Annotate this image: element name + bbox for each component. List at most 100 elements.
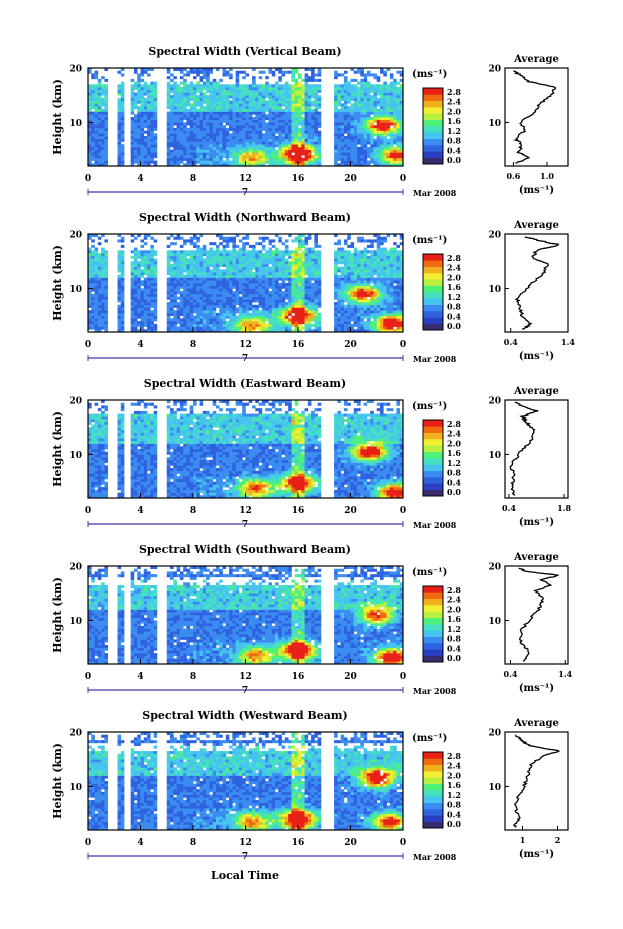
heatmap-cell	[373, 76, 378, 80]
heatmap-cell	[334, 285, 338, 289]
heatmap-cell	[222, 138, 227, 142]
heatmap-cell	[252, 100, 256, 104]
heatmap-cell	[176, 312, 181, 316]
heatmap-cell	[301, 274, 305, 278]
heatmap-cell	[353, 160, 358, 164]
heatmap-cell	[242, 296, 246, 300]
heatmap-cell	[360, 149, 364, 153]
heatmap-cell	[304, 253, 309, 257]
heatmap-cell	[350, 312, 355, 316]
heatmap-cell	[265, 250, 269, 254]
heatmap-cell	[170, 266, 174, 270]
heatmap-cell	[314, 144, 318, 148]
heatmap-cell	[386, 114, 391, 118]
heatmap-cell	[130, 106, 135, 110]
heatmap-cell	[150, 272, 154, 276]
heatmap-cell	[232, 95, 236, 99]
heatmap-cell	[252, 149, 256, 153]
heatmap-cell	[360, 288, 364, 292]
heatmap-cell	[307, 92, 312, 96]
heatmap-cell	[307, 87, 312, 91]
heatmap-cell	[337, 100, 341, 104]
heatmap-cell	[268, 114, 273, 118]
heatmap-cell	[366, 146, 371, 150]
heatmap-cell	[393, 138, 397, 142]
heatmap-cell	[97, 149, 102, 153]
heatmap-cell	[120, 97, 125, 101]
heatmap-cell	[88, 255, 92, 259]
heatmap-cell	[373, 108, 378, 112]
heatmap-cell	[363, 138, 368, 142]
heatmap-cell	[340, 296, 345, 300]
heatmap-cell	[238, 310, 243, 314]
heatmap-cell	[284, 312, 289, 316]
heatmap-cell	[261, 100, 266, 104]
heatmap-cell	[229, 76, 233, 80]
heatmap-cell	[337, 84, 341, 88]
heatmap-cell	[219, 106, 223, 110]
heatmap-cell	[176, 68, 181, 72]
heatmap-cell	[304, 160, 309, 164]
heatmap-cell	[291, 136, 296, 140]
heatmap-cell	[176, 302, 181, 306]
heatmap-cell	[209, 321, 213, 325]
heatmap-cell	[294, 296, 299, 300]
heatmap-cell	[137, 127, 141, 131]
heatmap-cell	[350, 329, 355, 333]
heatmap-cell	[117, 291, 122, 295]
heatmap-cell	[357, 108, 361, 112]
heatmap-cell	[284, 136, 289, 140]
heatmap-cell	[307, 125, 312, 129]
heatmap-cell	[334, 84, 338, 88]
heatmap-cell	[130, 329, 135, 333]
heatmap-cell	[314, 127, 318, 131]
heatmap-cell	[255, 95, 259, 99]
heatmap-cell	[376, 144, 381, 148]
heatmap-cell	[225, 92, 230, 96]
heatmap-cell	[393, 103, 397, 107]
heatmap-cell	[212, 84, 217, 88]
heatmap-cell	[245, 258, 250, 262]
heatmap-cell	[248, 244, 253, 248]
heatmap-cell	[347, 321, 351, 325]
heatmap-cell	[206, 250, 210, 254]
heatmap-cell	[238, 253, 243, 257]
heatmap-cell	[294, 144, 299, 148]
heatmap-cell	[265, 108, 269, 112]
heatmap-cell	[393, 149, 397, 153]
heatmap-cell	[291, 263, 296, 267]
heatmap-cell	[94, 97, 99, 101]
heatmap-cell	[350, 315, 355, 319]
heatmap-cell	[238, 283, 243, 287]
heatmap-cell	[291, 285, 296, 289]
heatmap-cell	[268, 152, 273, 156]
heatmap-cell	[209, 119, 213, 123]
heatmap-cell	[265, 288, 269, 292]
heatmap-cell	[94, 130, 99, 134]
heatmap-cell	[196, 263, 200, 267]
heatmap-cell	[340, 272, 345, 276]
heatmap-cell	[288, 127, 292, 131]
heatmap-cell	[166, 136, 171, 140]
heatmap-cell	[229, 106, 233, 110]
heatmap-cell	[229, 149, 233, 153]
heatmap-cell	[278, 323, 282, 327]
heatmap-cell	[101, 247, 105, 251]
heatmap-cell	[304, 122, 309, 126]
heatmap-cell	[245, 119, 250, 123]
heatmap-cell	[143, 250, 148, 254]
heatmap-cell	[189, 323, 194, 327]
heatmap-cell	[176, 255, 181, 259]
heatmap-cell	[133, 253, 138, 257]
heatmap-cell	[265, 125, 269, 129]
heatmap-cell	[357, 97, 361, 101]
heatmap-cell	[183, 97, 187, 101]
heatmap-cell	[343, 296, 348, 300]
heatmap-cell	[399, 119, 404, 123]
heatmap-cell	[261, 258, 266, 262]
heatmap-cell	[360, 299, 364, 303]
heatmap-cell	[383, 130, 387, 134]
heatmap-cell	[350, 89, 355, 93]
heatmap-cell	[357, 138, 361, 142]
heatmap-cell	[242, 274, 246, 278]
